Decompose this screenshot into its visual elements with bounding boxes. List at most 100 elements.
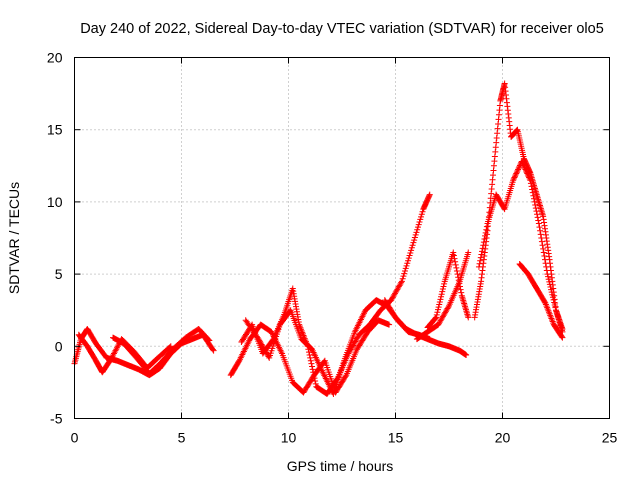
- data-point-interp: [533, 208, 540, 215]
- data-point-interp: [413, 229, 420, 236]
- data-point-interp: [453, 268, 460, 275]
- data-point-interp: [415, 221, 422, 228]
- data-point-interp: [519, 161, 526, 168]
- data-point-interp: [458, 289, 465, 296]
- data-point-interp: [529, 189, 536, 196]
- data-point-interp: [482, 232, 489, 239]
- data-point-interp: [418, 213, 425, 220]
- data-point-interp: [532, 201, 539, 208]
- series-s10: [471, 80, 566, 335]
- data-point-interp: [523, 169, 530, 176]
- data-point: [535, 220, 542, 227]
- series-s11: [475, 158, 566, 332]
- data-point-interp: [514, 167, 521, 174]
- data-point-interp: [310, 369, 317, 376]
- data-point-interp: [310, 372, 317, 379]
- data-point-interp: [513, 170, 520, 177]
- data-point-interp: [539, 242, 546, 249]
- data-point-interp: [530, 192, 537, 199]
- data-point-interp: [416, 219, 423, 226]
- data-point: [559, 325, 566, 332]
- data-point-interp: [512, 171, 519, 178]
- data-point-interp: [526, 175, 533, 182]
- x-tick-label: 5: [178, 430, 186, 446]
- data-point-interp: [435, 304, 442, 311]
- series-s12: [516, 260, 566, 341]
- data-point-interp: [515, 165, 522, 172]
- data-point-interp: [431, 315, 438, 322]
- y-tick-label: -5: [50, 411, 63, 427]
- series-s6: [242, 297, 433, 397]
- data-point-interp: [528, 183, 535, 190]
- series-s5: [238, 191, 433, 397]
- y-tick-label: 0: [55, 338, 63, 354]
- data-point-interp: [405, 255, 412, 262]
- data-point-interp: [545, 273, 552, 280]
- data-point-interp: [541, 256, 548, 263]
- data-point-interp: [403, 262, 410, 269]
- data-point-interp: [406, 252, 413, 259]
- data-point-interp: [551, 299, 558, 306]
- data-point-interp: [414, 226, 421, 233]
- data-point-interp: [548, 289, 555, 296]
- data-point: [206, 337, 213, 344]
- x-axis: 0 5 10 15 20 25: [71, 57, 617, 446]
- data-point-interp: [535, 217, 542, 224]
- data-point-interp: [306, 351, 313, 358]
- data-point-interp: [235, 358, 242, 365]
- data-point-interp: [433, 311, 440, 318]
- data-point-interp: [450, 252, 457, 259]
- data-point-interp: [541, 298, 548, 305]
- data-point-interp: [479, 248, 486, 255]
- data-point-interp: [478, 251, 485, 258]
- data-point-interp: [540, 245, 547, 252]
- data-point-interp: [407, 249, 414, 256]
- data-point: [409, 242, 416, 249]
- data-point: [210, 347, 217, 354]
- data-point-interp: [531, 198, 538, 205]
- data-point-interp: [480, 242, 487, 249]
- data-point-interp: [524, 171, 531, 178]
- data-point-interp: [401, 270, 408, 277]
- data-point-interp: [530, 195, 537, 202]
- x-tick-label: 15: [388, 430, 404, 446]
- data-point-interp: [414, 224, 421, 231]
- data-point-interp: [501, 205, 508, 212]
- data-point-interp: [439, 286, 446, 293]
- data-point-interp: [547, 283, 554, 290]
- data-point-interp: [511, 174, 518, 181]
- data-point-interp: [452, 261, 459, 268]
- data-point-interp: [445, 304, 452, 311]
- data-point-interp: [309, 363, 316, 370]
- data-point-interp: [512, 173, 519, 180]
- data-point-interp: [550, 296, 557, 303]
- data-point: [559, 334, 566, 341]
- series-s9: [413, 249, 472, 343]
- data-point-interp: [418, 211, 425, 218]
- data-point-interp: [525, 173, 532, 180]
- data-point-interp: [309, 366, 316, 373]
- data-point-interp: [482, 229, 489, 236]
- data-point-interp: [546, 278, 553, 285]
- data-point-interp: [307, 357, 314, 364]
- data-point: [527, 177, 534, 184]
- data-point-interp: [457, 286, 464, 293]
- data-point: [510, 177, 517, 184]
- data-point-interp: [541, 253, 548, 260]
- data-point-interp: [523, 167, 530, 174]
- data-point-interp: [412, 231, 419, 238]
- data-point-interp: [411, 234, 418, 241]
- data-point-interp: [399, 275, 406, 282]
- data-point-interp: [401, 268, 408, 275]
- chart-title: Day 240 of 2022, Sidereal Day-to-day VTE…: [80, 21, 604, 37]
- data-point-interp: [537, 227, 544, 234]
- y-tick-label: 20: [47, 50, 63, 66]
- data-point-interp: [479, 245, 486, 252]
- data-point-interp: [536, 224, 543, 231]
- data-point-interp: [307, 354, 314, 361]
- data-point-interp: [543, 263, 550, 270]
- data-point-interp: [417, 216, 424, 223]
- data-point-interp: [542, 260, 549, 267]
- data-point-interp: [454, 271, 461, 278]
